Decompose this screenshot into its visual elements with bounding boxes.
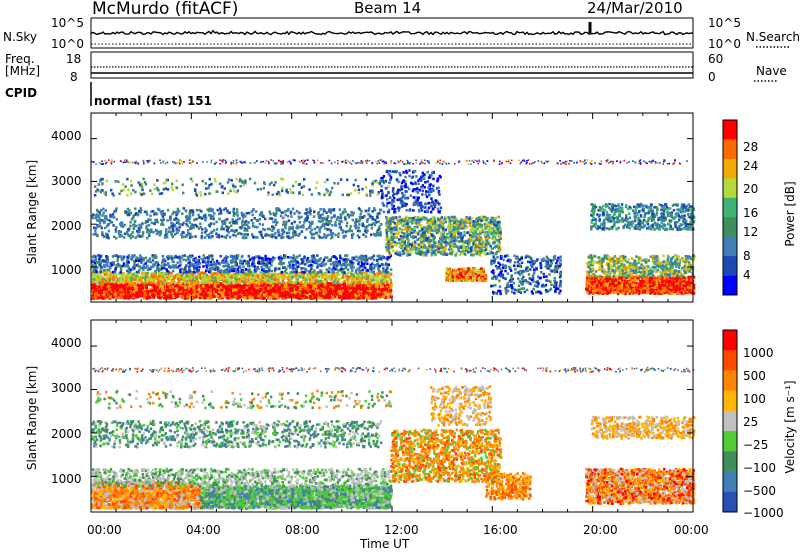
nsky-tick-high: 10^5 bbox=[51, 16, 84, 30]
nsearch-label: N.Search bbox=[746, 30, 800, 44]
velocity-ytick-2000: 2000 bbox=[51, 427, 82, 441]
nave-tick-low: 0 bbox=[708, 70, 716, 84]
power-colorbar-swatch bbox=[723, 275, 737, 296]
velocity-cbar-tick-neg100: −100 bbox=[743, 461, 776, 475]
velocity-cbar-tick-neg500: −500 bbox=[743, 484, 776, 498]
nsky-series bbox=[90, 29, 694, 36]
power-cbar-tick-24: 24 bbox=[743, 159, 759, 173]
velocity-colorbar-swatch bbox=[723, 471, 737, 493]
freq-tick-low: 8 bbox=[70, 70, 78, 84]
velocity-colorbar-swatch bbox=[723, 491, 737, 513]
freq-panel bbox=[90, 51, 694, 79]
power-colorbar-swatch bbox=[723, 236, 737, 257]
xtick-3: 12:00 bbox=[384, 523, 419, 537]
beam-title: Beam 14 bbox=[354, 0, 422, 17]
xtick-4: 16:00 bbox=[483, 523, 518, 537]
freq-tick-high: 18 bbox=[66, 52, 82, 66]
velocity-colorbar-swatch bbox=[723, 431, 737, 452]
velocity-colorbar-swatch bbox=[723, 350, 737, 371]
power-colorbar-swatch bbox=[723, 158, 737, 179]
xlabel: Time UT bbox=[360, 537, 410, 551]
velocity-colorbar-swatch bbox=[723, 370, 737, 391]
nsky-label: N.Sky bbox=[3, 30, 38, 44]
power-ytick-4000: 4000 bbox=[51, 129, 82, 143]
power-ylabel: Slant Range [km] bbox=[25, 159, 39, 265]
velocity-cbar-label: Velocity [m s⁻¹] bbox=[783, 380, 797, 474]
power-ytick-3000: 3000 bbox=[51, 174, 82, 188]
power-field bbox=[91, 159, 696, 300]
power-colorbar-swatch bbox=[723, 256, 737, 276]
velocity-colorbar-frame bbox=[722, 329, 738, 513]
velocity-cbar-tick-100: 100 bbox=[743, 392, 766, 406]
power-colorbar-swatch bbox=[723, 139, 737, 160]
velocity-colorbar-swatch bbox=[723, 330, 737, 351]
velocity-ylabel: Slant Range [km] bbox=[25, 365, 39, 471]
velocity-cbar-tick-neg25: −25 bbox=[743, 438, 769, 452]
velocity-cbar-tick-1000: 1000 bbox=[743, 346, 774, 360]
velocity-colorbar-swatch bbox=[723, 410, 737, 432]
nsearch-tick-low: 10^0 bbox=[708, 37, 741, 51]
power-colorbar-swatch bbox=[723, 120, 737, 140]
power-colorbar-swatch bbox=[723, 217, 737, 237]
velocity-cbar-tick-25: 25 bbox=[743, 415, 759, 429]
xtick-5: 20:00 bbox=[583, 523, 618, 537]
power-ytick-2000: 2000 bbox=[51, 219, 82, 233]
nave-label: Nave bbox=[756, 64, 787, 78]
nsearch-tick-high: 10^5 bbox=[708, 16, 741, 30]
power-cbar-tick-8: 8 bbox=[743, 249, 751, 263]
freq-label: Freq. bbox=[5, 52, 35, 66]
xtick-0: 00:00 bbox=[87, 523, 122, 537]
velocity-ytick-4000: 4000 bbox=[51, 336, 82, 350]
power-ytick-1000: 1000 bbox=[51, 263, 82, 277]
velocity-field bbox=[91, 366, 696, 510]
power-cbar-tick-28: 28 bbox=[743, 140, 759, 154]
power-colorbar-swatch bbox=[723, 178, 737, 198]
power-cbar-tick-16: 16 bbox=[743, 206, 759, 220]
velocity-cbar-tick-neg1000: −1000 bbox=[743, 506, 784, 520]
power-cbar-tick-4: 4 bbox=[743, 268, 751, 282]
station-title: McMurdo (fitACF) bbox=[92, 0, 239, 19]
power-cbar-label: Power [dB] bbox=[783, 181, 797, 247]
freq-unit: [MHz] bbox=[5, 64, 41, 78]
velocity-ytick-3000: 3000 bbox=[51, 381, 82, 395]
velocity-cbar-tick-500: 500 bbox=[743, 369, 766, 383]
date-title: 24/Mar/2010 bbox=[587, 0, 683, 17]
power-colorbar-frame bbox=[722, 119, 738, 296]
power-cbar-tick-12: 12 bbox=[743, 225, 759, 239]
xtick-6: 00:00 bbox=[674, 523, 709, 537]
velocity-ytick-1000: 1000 bbox=[51, 472, 82, 486]
power-cbar-tick-20: 20 bbox=[743, 182, 759, 196]
power-colorbar-swatch bbox=[723, 197, 737, 218]
xtick-2: 08:00 bbox=[285, 523, 320, 537]
velocity-colorbar-swatch bbox=[723, 451, 737, 472]
velocity-colorbar-swatch bbox=[723, 390, 737, 412]
cpid-text: normal (fast) 151 bbox=[94, 94, 212, 108]
cpid-label: CPID bbox=[5, 86, 38, 100]
nsky-tick-low: 10^0 bbox=[51, 37, 84, 51]
nave-tick-high: 60 bbox=[708, 52, 724, 66]
xtick-1: 04:00 bbox=[186, 523, 221, 537]
